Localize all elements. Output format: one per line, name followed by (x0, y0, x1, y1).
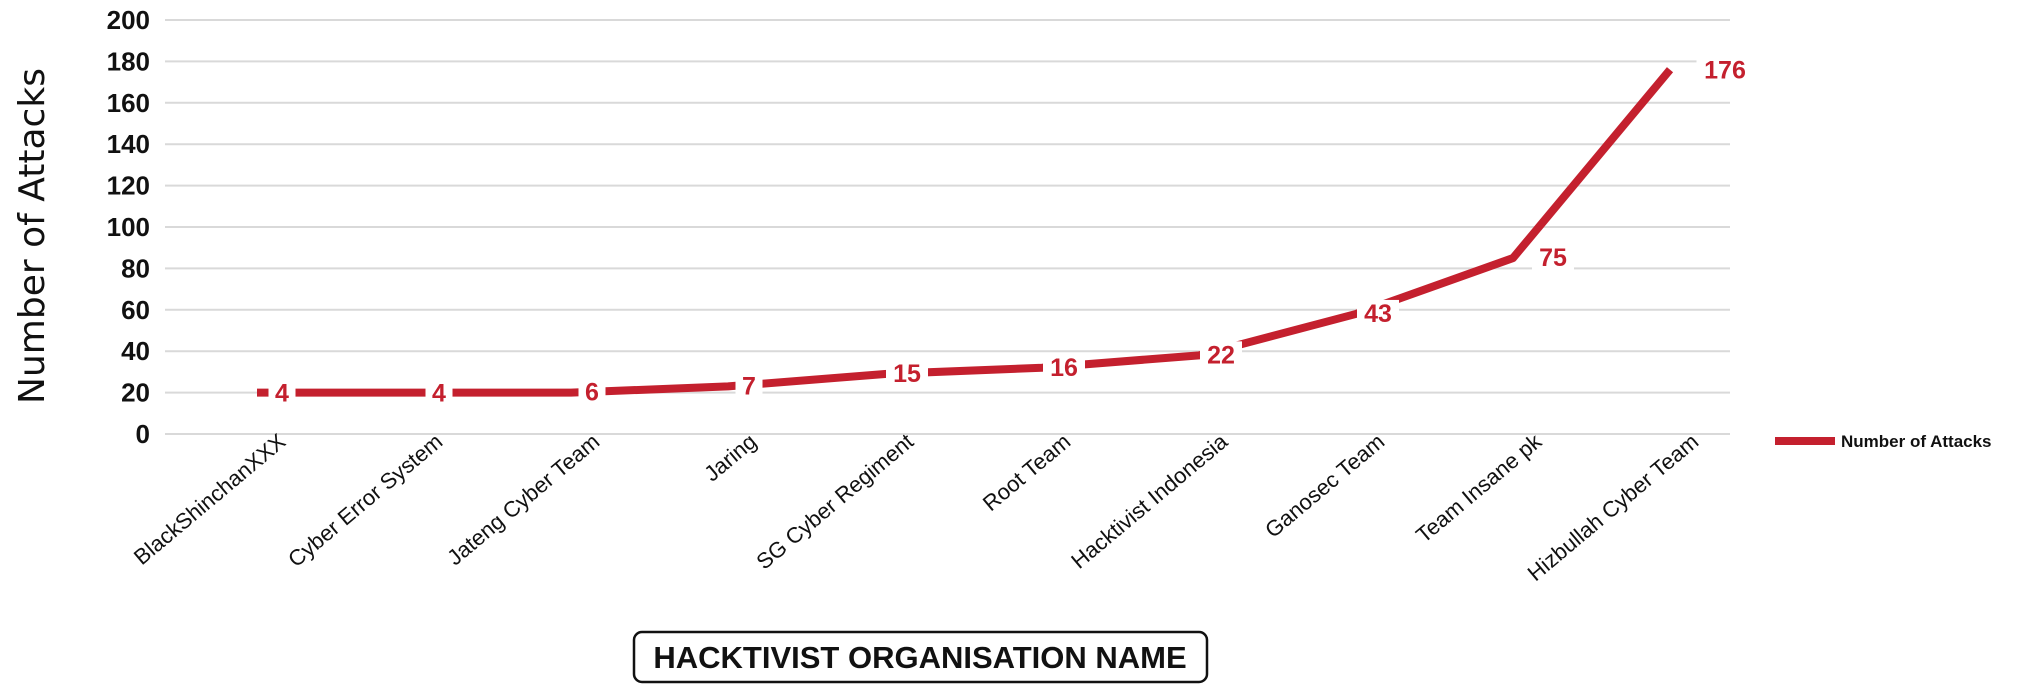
x-tick-label: BlackShinchanXXX (129, 428, 291, 569)
data-label-halo (1043, 353, 1085, 384)
data-label: 22 (1207, 341, 1235, 369)
series-line-number-of-attacks (257, 67, 1674, 397)
y-tick-label: 60 (121, 295, 150, 325)
data-label: 16 (1050, 354, 1078, 382)
y-tick-label: 100 (107, 212, 150, 242)
data-label: 4 (432, 380, 446, 408)
y-tick-label: 40 (121, 336, 150, 366)
y-tick-label: 0 (136, 419, 150, 449)
y-tick-label: 180 (107, 46, 150, 76)
x-tick-label: Hacktivist Indonesia (1066, 428, 1233, 573)
data-label-halo (1532, 244, 1574, 275)
x-tick-label: Ganosec Team (1260, 429, 1389, 543)
x-axis-title-box: HACKTIVIST ORGANISATION NAME (632, 630, 1209, 684)
legend-label: Number of Attacks (1841, 432, 1992, 451)
y-tick-label: 160 (107, 88, 150, 118)
data-label-halo (735, 372, 763, 403)
x-tick-label: Jaring (699, 429, 761, 487)
x-tick-label: SG Cyber Regiment (751, 429, 918, 575)
y-axis-label: Number of Attacks (12, 68, 53, 404)
y-tick-label: 200 (107, 5, 150, 35)
series-line-group (257, 67, 1674, 397)
data-label-halo (1357, 299, 1399, 330)
data-label: 6 (585, 379, 599, 407)
x-axis-title-frame (632, 630, 1209, 684)
data-label: 75 (1539, 244, 1567, 272)
y-tick-label: 140 (107, 129, 150, 159)
data-label: 15 (893, 360, 921, 388)
x-tick-label: Root Team (978, 429, 1075, 516)
y-tick-label: 20 (121, 378, 150, 408)
x-tick-label: Hizbullah Cyber Team (1523, 429, 1704, 586)
y-tick-label: 80 (121, 253, 150, 283)
legend: Number of Attacks (1775, 432, 1992, 451)
y-tick-label: 120 (107, 171, 150, 201)
data-label-halo (1696, 56, 1754, 87)
y-axis-ticks: 0 20 40 60 80 100 120 140 160 180 200 (107, 5, 150, 449)
data-label-halo (425, 379, 453, 410)
data-label-halo (268, 379, 296, 410)
data-label: 176 (1704, 57, 1746, 85)
data-labels: 4 4 6 7 15 16 22 43 75 176 (268, 56, 1754, 410)
data-label: 7 (742, 372, 756, 400)
data-label-halo (578, 378, 606, 409)
x-tick-label: Cyber Error System (283, 429, 447, 572)
data-label: 4 (275, 380, 289, 408)
data-label: 43 (1364, 300, 1392, 328)
data-label-halo (886, 359, 928, 390)
x-tick-label: Jateng Cyber Team (442, 429, 604, 571)
data-label-halo (1200, 341, 1242, 372)
x-tick-label: Team Insane pk (1411, 428, 1547, 548)
x-axis-title: HACKTIVIST ORGANISATION NAME (653, 640, 1186, 675)
